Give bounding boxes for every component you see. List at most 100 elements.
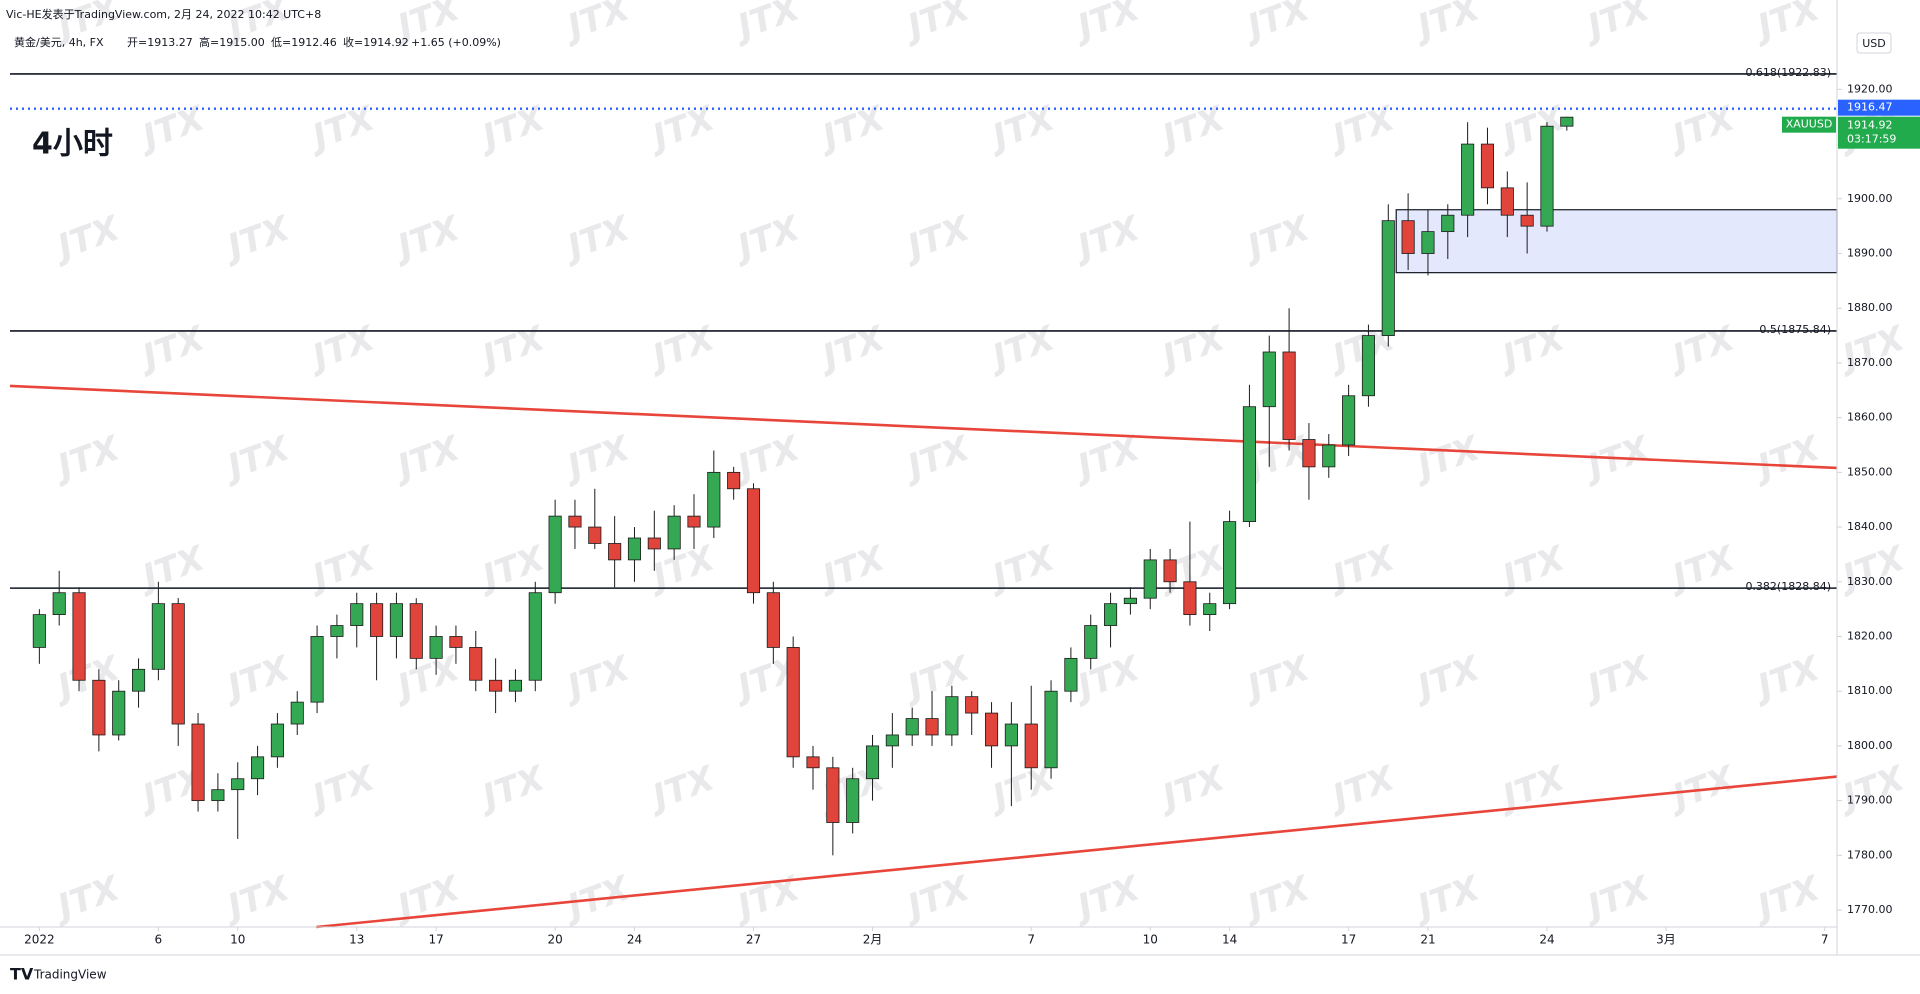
candle-body xyxy=(112,690,126,736)
footer-logo[interactable]: 𝗧𝗩 xyxy=(10,965,34,984)
watermark: JTX xyxy=(1152,98,1231,159)
watermark: JTX xyxy=(132,318,211,379)
y-tick-label: 1900.00 xyxy=(1847,192,1893,205)
watermark: JTX xyxy=(1832,758,1911,819)
watermark: JTX xyxy=(1747,428,1826,489)
candle-body xyxy=(647,537,661,550)
y-tick-label: 1800.00 xyxy=(1847,739,1893,752)
x-tick-label: 17 xyxy=(1341,933,1356,947)
watermark: JTX xyxy=(47,428,126,489)
candle-body xyxy=(1421,231,1435,254)
symbol-label: XAUUSD xyxy=(1786,118,1833,131)
watermark: JTX xyxy=(1662,538,1741,599)
watermark: JTX xyxy=(132,98,211,159)
watermark: JTX xyxy=(387,208,466,269)
watermark: JTX xyxy=(642,758,721,819)
candle-body xyxy=(1480,143,1495,189)
watermark: JTX xyxy=(1492,98,1571,159)
candle-body xyxy=(1302,439,1316,468)
candle-body xyxy=(231,778,245,791)
currency[interactable]: USD xyxy=(1862,37,1886,50)
price-line-tag xyxy=(1838,99,1920,116)
open-label: 开=1913.27 xyxy=(127,36,193,49)
watermark: JTX xyxy=(387,868,466,929)
candle-body xyxy=(270,723,284,758)
watermark: JTX xyxy=(897,208,976,269)
candle-body xyxy=(707,471,721,528)
candle-body xyxy=(786,647,800,758)
watermark: JTX xyxy=(1577,648,1656,709)
x-tick-label: 7 xyxy=(1821,933,1829,947)
watermark: JTX xyxy=(302,758,381,819)
currency-box[interactable] xyxy=(1856,32,1892,54)
x-tick-label: 24 xyxy=(1539,933,1554,947)
candle-body xyxy=(92,679,106,736)
candle-body xyxy=(1163,559,1177,583)
candle-body xyxy=(1361,335,1375,397)
x-tick-label: 3月 xyxy=(1656,933,1676,947)
watermark: JTX xyxy=(1662,318,1741,379)
watermark: JTX xyxy=(1577,0,1656,49)
plot: 0.618(1922.83) 0.5(1875.84) 0.382(1828.84) xyxy=(9,66,1838,929)
candle-body xyxy=(806,756,820,769)
footer[interactable]: TradingView xyxy=(33,968,107,982)
watermark: JTX xyxy=(217,208,296,269)
fib-label: 0.382(1828.84) xyxy=(1745,580,1831,593)
y-tick-label: 1870.00 xyxy=(1847,356,1893,369)
annotation: 4小时 xyxy=(32,127,113,162)
watermark: JTX xyxy=(557,428,636,489)
candle-body xyxy=(727,471,741,490)
candle-body xyxy=(627,537,642,561)
high-label: 高=1915.00 xyxy=(199,35,265,49)
x-tick-label: 21 xyxy=(1420,933,1435,947)
watermark: JTX xyxy=(557,0,636,49)
candle-body xyxy=(1500,187,1514,216)
watermark: JTX xyxy=(302,318,381,379)
watermark: JTX xyxy=(302,538,381,599)
candle-body xyxy=(1183,581,1197,615)
y-tick-label: 1790.00 xyxy=(1847,794,1893,807)
y-tick-label: 1830.00 xyxy=(1847,575,1893,588)
x-tick-label: 17 xyxy=(428,933,443,947)
y-tick-label: 1820.00 xyxy=(1847,629,1893,642)
watermark: JTX xyxy=(1152,758,1231,819)
y-tick-label: 1810.00 xyxy=(1847,684,1893,697)
candle-body xyxy=(409,603,423,659)
watermark: JTX xyxy=(897,0,976,49)
candle-body xyxy=(965,696,979,714)
x-tick-label: 20 xyxy=(547,933,562,947)
watermark: JTX xyxy=(217,428,296,489)
candle-body xyxy=(1520,214,1534,227)
watermark: JTX xyxy=(1322,98,1401,159)
y-tick-label: 1880.00 xyxy=(1847,301,1893,314)
candle-body xyxy=(290,701,304,725)
watermark: JTX xyxy=(1492,538,1571,599)
watermark: JTX xyxy=(472,98,551,159)
candle-body xyxy=(687,515,701,528)
watermark: JTX xyxy=(727,208,806,269)
candle-body xyxy=(1024,723,1038,769)
candle-body xyxy=(469,647,483,681)
watermark: JTX xyxy=(1407,428,1486,489)
watermark: JTX xyxy=(642,98,721,159)
watermark: JTX xyxy=(1152,318,1231,379)
candle-body xyxy=(1104,603,1118,626)
x-tick-label: 14 xyxy=(1222,933,1237,947)
watermark: JTX xyxy=(1322,538,1401,599)
candle-body xyxy=(171,603,185,725)
candle-body xyxy=(766,592,780,648)
watermark: JTX xyxy=(1662,98,1741,159)
candle-body xyxy=(608,543,622,561)
candle-body xyxy=(1540,125,1554,227)
candle-body xyxy=(865,745,880,780)
candle-body xyxy=(746,488,761,594)
y-tick-label: 1850.00 xyxy=(1847,465,1893,478)
x-tick-label: 10 xyxy=(1143,933,1158,947)
watermark: JTX xyxy=(302,98,381,159)
candle-body xyxy=(1401,220,1415,254)
candle-body xyxy=(72,592,86,681)
watermark: JTX xyxy=(1832,538,1911,599)
watermark: JTX xyxy=(1747,648,1826,709)
